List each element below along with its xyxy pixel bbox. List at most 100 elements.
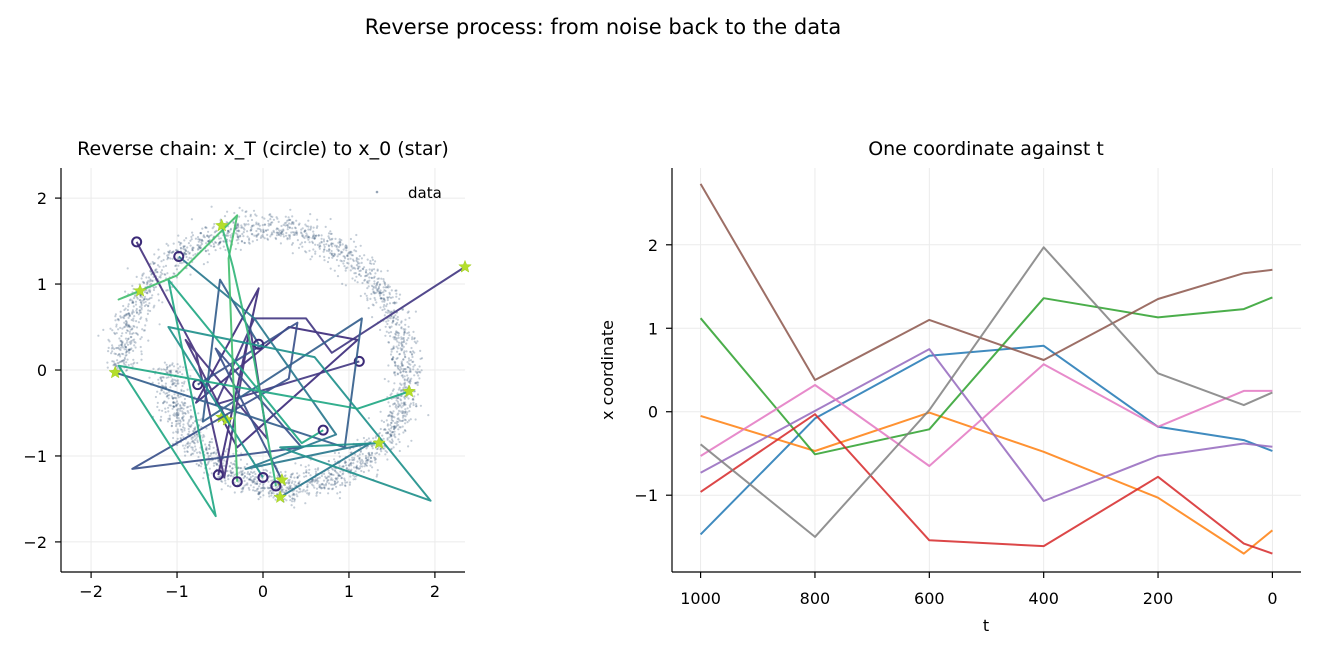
data-point xyxy=(131,284,134,287)
data-point xyxy=(176,411,179,414)
data-point xyxy=(168,371,172,374)
data-point xyxy=(168,404,171,407)
data-point xyxy=(201,436,204,439)
data-point xyxy=(181,416,184,419)
data-point xyxy=(136,332,139,335)
data-point xyxy=(373,286,376,289)
data-point xyxy=(402,410,405,413)
data-point xyxy=(227,474,230,477)
data-point xyxy=(359,465,362,468)
data-point xyxy=(371,268,374,271)
data-point xyxy=(270,491,273,495)
data-point xyxy=(262,474,265,477)
data-point xyxy=(172,381,175,384)
data-point xyxy=(162,376,165,379)
data-point xyxy=(132,297,136,300)
data-point xyxy=(387,341,390,344)
data-point xyxy=(420,369,423,372)
data-point xyxy=(404,419,407,422)
data-point xyxy=(282,235,285,238)
data-point xyxy=(269,223,272,226)
data-point xyxy=(392,336,395,339)
data-point xyxy=(127,316,130,319)
data-point xyxy=(384,286,387,289)
data-point xyxy=(329,252,332,255)
data-point xyxy=(311,241,314,245)
data-point xyxy=(119,346,123,349)
data-point xyxy=(184,249,188,252)
data-point xyxy=(171,251,174,254)
data-point xyxy=(125,369,129,372)
data-point xyxy=(409,350,412,353)
data-point xyxy=(340,477,343,480)
data-point xyxy=(304,223,307,226)
data-point xyxy=(363,465,366,468)
data-point xyxy=(306,234,309,237)
data-point xyxy=(243,241,246,245)
data-point xyxy=(125,350,128,353)
data-point xyxy=(280,230,284,233)
data-point xyxy=(389,429,392,432)
data-point xyxy=(310,480,313,483)
data-point xyxy=(112,360,115,363)
data-point xyxy=(360,458,363,461)
data-point xyxy=(286,486,290,489)
data-point xyxy=(262,231,265,234)
data-point xyxy=(197,238,200,241)
data-point xyxy=(201,239,204,242)
data-point xyxy=(217,241,220,245)
data-point xyxy=(311,240,314,243)
data-point xyxy=(149,278,152,281)
data-point xyxy=(261,477,264,480)
data-point xyxy=(394,436,397,439)
data-point xyxy=(397,424,400,427)
data-point xyxy=(398,323,401,326)
data-point xyxy=(126,313,129,316)
data-point xyxy=(126,325,129,328)
data-point xyxy=(354,272,357,275)
data-point xyxy=(165,289,168,292)
data-point xyxy=(280,488,283,491)
left-axes-title: Reverse chain: x_T (circle) to x_0 (star… xyxy=(77,138,449,160)
data-point xyxy=(383,308,386,311)
data-point xyxy=(154,268,157,271)
data-point xyxy=(315,226,318,229)
data-point xyxy=(389,433,392,436)
data-point xyxy=(186,446,189,449)
data-point xyxy=(193,450,196,453)
data-point xyxy=(174,396,177,399)
data-point xyxy=(233,481,236,484)
data-point xyxy=(337,253,340,256)
data-point xyxy=(178,407,181,410)
data-point xyxy=(222,245,225,248)
data-point xyxy=(237,236,240,239)
data-point xyxy=(280,489,283,492)
data-point xyxy=(210,437,213,441)
data-point xyxy=(246,472,249,475)
data-point xyxy=(370,460,374,463)
coordinate-series-line xyxy=(699,296,1273,456)
data-point xyxy=(235,226,238,229)
data-point xyxy=(175,430,178,433)
data-point xyxy=(244,210,247,214)
data-point xyxy=(241,473,244,476)
data-point xyxy=(286,237,289,240)
data-point xyxy=(117,318,120,321)
data-point xyxy=(401,414,405,417)
data-point xyxy=(346,266,349,269)
data-point xyxy=(364,462,367,465)
data-point xyxy=(267,480,270,483)
data-point xyxy=(185,252,188,256)
data-point xyxy=(239,234,242,237)
data-point xyxy=(200,238,203,241)
data-point xyxy=(246,230,249,233)
data-point xyxy=(388,291,391,294)
data-point xyxy=(287,487,290,491)
data-point xyxy=(389,393,392,397)
data-point xyxy=(328,248,331,251)
data-point xyxy=(268,475,271,478)
data-point xyxy=(193,438,197,441)
data-point xyxy=(121,342,124,346)
data-point xyxy=(401,345,404,348)
